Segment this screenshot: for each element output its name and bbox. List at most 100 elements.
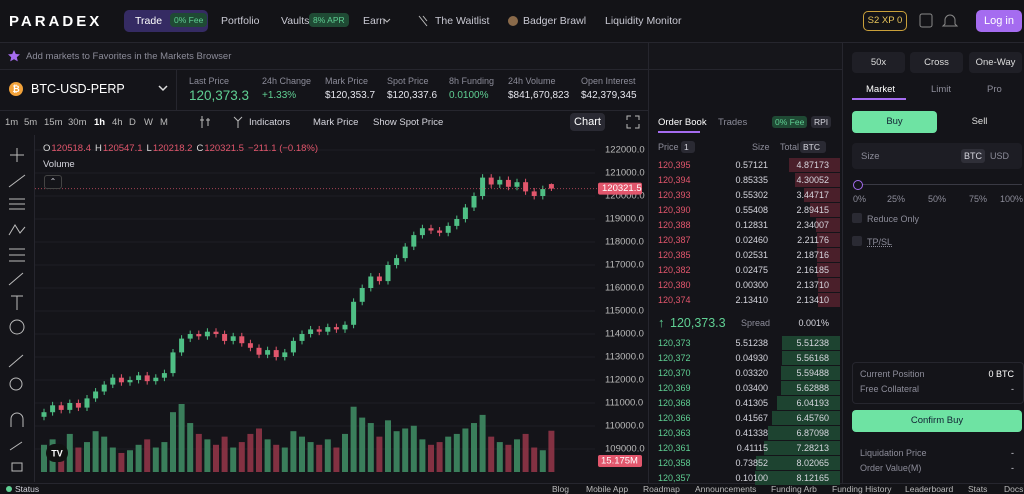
- size-input[interactable]: [852, 143, 1022, 169]
- ob-price[interactable]: 120,358: [658, 458, 691, 468]
- interval[interactable]: 5m: [24, 117, 38, 128]
- footer-link[interactable]: Leaderboard: [905, 484, 954, 494]
- nav-item[interactable]: Vaults: [281, 15, 310, 27]
- footer-link[interactable]: Announcements: [695, 484, 757, 494]
- ob-price[interactable]: 120,388: [658, 220, 691, 230]
- slider-track[interactable]: [858, 184, 1022, 185]
- interval[interactable]: 1m: [5, 117, 19, 128]
- ob-price[interactable]: 120,374: [658, 295, 691, 305]
- checkbox[interactable]: [852, 213, 862, 223]
- footer-link[interactable]: Funding History: [832, 484, 892, 494]
- status[interactable]: Status: [15, 484, 40, 494]
- interval[interactable]: D: [129, 117, 136, 128]
- footer-link[interactable]: Docs: [1004, 484, 1024, 494]
- ob-total: 2.13710: [796, 280, 829, 290]
- spot-toggle[interactable]: Show Spot Price: [373, 117, 444, 128]
- ob-price[interactable]: 120,373: [658, 338, 691, 348]
- ob-price[interactable]: 120,368: [658, 398, 691, 408]
- icon-indicators[interactable]: [233, 116, 243, 128]
- unit-btc[interactable]: BTC: [961, 149, 985, 163]
- tool-crosshair[interactable]: [10, 148, 24, 162]
- checkbox[interactable]: [852, 236, 862, 246]
- unit-select[interactable]: BTC: [800, 141, 826, 153]
- interval[interactable]: 15m: [44, 117, 63, 128]
- ob-price[interactable]: 120,369: [658, 383, 691, 393]
- tool-pattern[interactable]: [8, 224, 26, 236]
- mark-price-toggle[interactable]: Mark Price: [313, 117, 359, 128]
- ob-price[interactable]: 120,372: [658, 353, 691, 363]
- footer-link[interactable]: Blog: [552, 484, 570, 494]
- ob-price[interactable]: 120,363: [658, 428, 691, 438]
- tool-line[interactable]: [8, 174, 26, 188]
- ob-price[interactable]: 120,387: [658, 235, 691, 245]
- ob-price[interactable]: 120,357: [658, 473, 691, 483]
- tool-text[interactable]: [11, 295, 23, 310]
- interval[interactable]: W: [144, 117, 153, 128]
- nav-item[interactable]: Liquidity Monitor: [605, 15, 682, 27]
- interval[interactable]: 30m: [68, 117, 87, 128]
- market-symbol[interactable]: BTC-USD-PERP: [31, 82, 125, 96]
- interval[interactable]: 1h: [94, 117, 106, 128]
- indicators-button[interactable]: Indicators: [249, 117, 291, 128]
- order-type-tab[interactable]: Market: [866, 84, 896, 95]
- ob-price[interactable]: 120,366: [658, 413, 691, 423]
- ob-price[interactable]: 120,385: [658, 250, 691, 260]
- orderbook-tab[interactable]: Order Book: [658, 117, 707, 128]
- ob-price[interactable]: 120,394: [658, 175, 691, 185]
- reduce-only[interactable]: Reduce Only: [867, 214, 920, 224]
- icon-portfolio[interactable]: [919, 13, 933, 28]
- ob-price[interactable]: 120,361: [658, 443, 691, 453]
- tool-fib[interactable]: [9, 198, 25, 210]
- slider-thumb[interactable]: [853, 180, 863, 190]
- nav-item[interactable]: Trade: [135, 15, 163, 27]
- tool-magnet[interactable]: [10, 412, 24, 427]
- icon-bell[interactable]: [941, 14, 959, 27]
- ob-price[interactable]: 120,393: [658, 190, 691, 200]
- fullscreen-icon[interactable]: [626, 115, 640, 129]
- tool-emoji[interactable]: [9, 319, 25, 335]
- tool-projection[interactable]: [9, 248, 25, 262]
- depth-bar: [817, 248, 840, 262]
- buy-tab[interactable]: Buy: [852, 111, 937, 133]
- leverage-button[interactable]: 50x: [852, 52, 905, 73]
- ohlc-value: 120518.4: [51, 143, 92, 154]
- ob-price[interactable]: 120,390: [658, 205, 691, 215]
- mode-button[interactable]: One-Way: [969, 52, 1022, 73]
- icon-candles[interactable]: [200, 116, 210, 128]
- footer-link[interactable]: Stats: [968, 484, 988, 494]
- tool-lock[interactable]: [11, 462, 23, 472]
- unit-usd[interactable]: USD: [990, 151, 1010, 161]
- sell-tab[interactable]: Sell: [937, 111, 1022, 133]
- interval[interactable]: 4h: [112, 117, 123, 128]
- interval[interactable]: M: [160, 117, 168, 128]
- ob-price[interactable]: 120,380: [658, 280, 691, 290]
- candle-body: [239, 336, 245, 344]
- margin-button[interactable]: Cross: [910, 52, 963, 73]
- footer-link[interactable]: Funding Arb: [771, 484, 817, 494]
- order-type-tab[interactable]: Limit: [931, 84, 952, 95]
- chart-tab[interactable]: Chart: [570, 113, 605, 131]
- footer-link[interactable]: Mobile App: [586, 484, 629, 494]
- collapse-button[interactable]: ⌃: [44, 175, 62, 189]
- order-type-tab[interactable]: Pro: [987, 84, 1002, 95]
- nav-item[interactable]: Portfolio: [221, 15, 260, 27]
- nav-item[interactable]: Badger Brawl: [523, 15, 587, 27]
- logo[interactable]: PARADEX: [9, 13, 103, 30]
- ob-price[interactable]: 120,382: [658, 265, 691, 275]
- xp-badge[interactable]: S2 XP 0: [863, 11, 907, 31]
- candle-body: [308, 329, 314, 334]
- tool-zoom[interactable]: [9, 377, 23, 391]
- login-button[interactable]: Log in: [976, 10, 1022, 32]
- footer-link[interactable]: Roadmap: [643, 484, 680, 494]
- tpsl[interactable]: TP/SL: [867, 237, 893, 247]
- ob-price[interactable]: 120,395: [658, 160, 691, 170]
- tool-brush[interactable]: [8, 272, 24, 286]
- nav-item[interactable]: Earn: [363, 15, 386, 27]
- trades-tab[interactable]: Trades: [718, 117, 748, 128]
- ob-price[interactable]: 120,370: [658, 368, 691, 378]
- nav-item[interactable]: The Waitlist: [435, 15, 490, 27]
- tool-lock-draw[interactable]: [9, 441, 23, 451]
- group-select[interactable]: 1: [681, 141, 695, 153]
- tool-ruler[interactable]: [8, 354, 24, 368]
- confirm-buy[interactable]: Confirm Buy: [852, 410, 1022, 432]
